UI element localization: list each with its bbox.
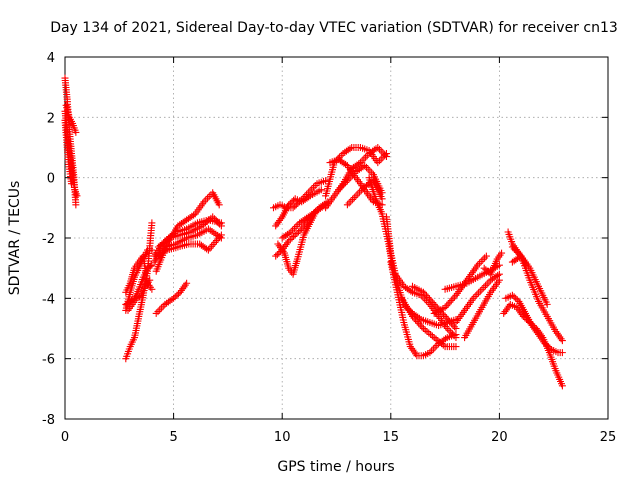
trace-8 xyxy=(124,276,154,314)
trace-2 xyxy=(62,101,80,136)
plus-markers xyxy=(383,213,460,329)
chart-title: Day 134 of 2021, Sidereal Day-to-day VTE… xyxy=(50,20,618,36)
plus-markers xyxy=(500,300,566,390)
y-tick-label: 4 xyxy=(47,51,55,66)
trace-19 xyxy=(278,201,330,242)
trace-34 xyxy=(461,276,503,342)
plus-markers xyxy=(278,201,330,242)
plus-markers xyxy=(504,228,529,269)
x-tick-label: 10 xyxy=(274,430,291,445)
plus-markers xyxy=(461,276,503,342)
trace-23 xyxy=(335,162,386,197)
trace-40 xyxy=(504,228,529,269)
y-tick-label: -2 xyxy=(42,232,55,247)
x-tick-label: 5 xyxy=(169,430,177,445)
x-tick-label: 20 xyxy=(491,430,508,445)
y-tick-label: 2 xyxy=(47,111,55,126)
plus-markers xyxy=(335,162,386,197)
trace-37 xyxy=(502,291,566,357)
y-tick-label: -4 xyxy=(42,292,55,307)
trace-33 xyxy=(452,270,503,326)
trace-29 xyxy=(398,294,460,351)
plus-markers xyxy=(398,294,460,351)
axis-ticks xyxy=(64,56,609,420)
trace-28 xyxy=(391,270,460,342)
x-tick-label: 0 xyxy=(61,430,69,445)
trace-3 xyxy=(61,116,76,188)
plus-markers xyxy=(452,270,503,326)
plus-markers xyxy=(61,116,76,188)
x-tick-label: 25 xyxy=(600,430,617,445)
y-tick-label: 0 xyxy=(47,172,55,187)
plus-markers xyxy=(387,258,460,360)
tick-labels: 0 5 10 15 20 25 -8 -6 -4 -2 0 2 4 xyxy=(42,51,616,445)
plus-markers xyxy=(274,210,319,278)
trace-36 xyxy=(500,300,566,390)
trace-7 xyxy=(122,252,156,296)
trace-26 xyxy=(383,213,460,329)
trace-18 xyxy=(274,210,319,278)
plus-markers xyxy=(154,213,225,251)
x-tick-label: 15 xyxy=(383,430,400,445)
plus-markers xyxy=(62,101,80,136)
plus-markers xyxy=(122,252,156,296)
plus-markers xyxy=(480,249,506,278)
x-axis-label: GPS time / hours xyxy=(277,459,394,475)
trace-9 xyxy=(152,279,191,317)
plus-markers xyxy=(272,186,325,230)
y-tick-label: -6 xyxy=(42,353,55,368)
y-tick-label: -8 xyxy=(42,413,55,428)
plus-markers xyxy=(391,270,460,342)
plus-markers xyxy=(124,276,154,314)
data-points xyxy=(61,74,566,390)
plus-markers xyxy=(152,279,191,317)
trace-16 xyxy=(272,186,325,230)
trace-27 xyxy=(387,258,460,360)
grid xyxy=(65,57,608,419)
y-axis-label: SDTVAR / TECUs xyxy=(7,181,23,296)
trace-35 xyxy=(480,249,506,278)
plus-markers xyxy=(502,291,566,357)
trace-14 xyxy=(154,213,225,251)
